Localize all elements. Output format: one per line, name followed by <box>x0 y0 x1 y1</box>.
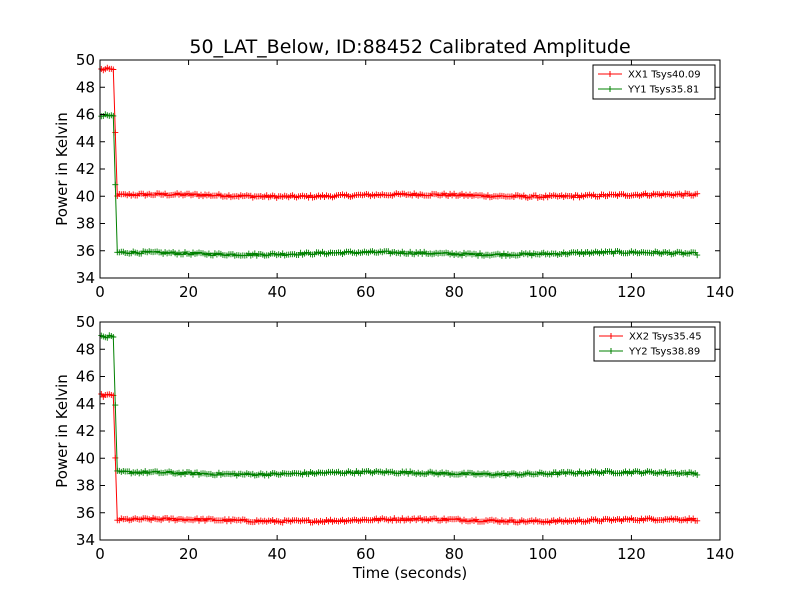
x-tick-label: 0 <box>95 283 105 301</box>
x-tick-label: 100 <box>529 545 558 563</box>
y-tick-label: 48 <box>76 340 95 358</box>
x-tick-label: 20 <box>179 283 198 301</box>
legend-box <box>592 64 716 100</box>
y-tick-label: 48 <box>76 78 95 96</box>
x-tick-label: 140 <box>706 283 735 301</box>
series-markers-1 <box>98 64 701 201</box>
x-tick-label: 40 <box>268 283 287 301</box>
y-tick-label: 42 <box>76 160 95 178</box>
y-tick-label: 40 <box>76 449 95 467</box>
legend-box <box>593 326 716 362</box>
y-tick-label: 36 <box>76 504 95 522</box>
x-tick-label: 40 <box>268 545 287 563</box>
series-markers-1 <box>98 391 701 526</box>
series-markers-2 <box>98 111 701 259</box>
legend-label-2: YY1 Tsys35.81 <box>627 85 699 96</box>
x-tick-label: 20 <box>179 545 198 563</box>
legend-marker-1 <box>608 333 614 339</box>
bottom-subplot: Power in Kelvin 0 20 40 60 80 100 120 140 34 36 38 4… <box>53 313 734 563</box>
legend-marker-2 <box>607 86 613 92</box>
legend-marker-1 <box>607 71 613 77</box>
legend-label-1: XX2 Tsys35.45 <box>629 332 702 343</box>
x-tick-label: 120 <box>617 545 646 563</box>
chart-title: 50_LAT_Below, ID:88452 Calibrated Amplit… <box>189 36 630 58</box>
x-tick-label: 80 <box>445 545 464 563</box>
legend: XX2 Tsys35.45 YY2 Tsys38.89 <box>593 326 716 362</box>
legend: XX1 Tsys40.09 YY1 Tsys35.81 <box>592 64 716 100</box>
x-tick-label: 140 <box>706 545 735 563</box>
x-tick-label: 100 <box>529 283 558 301</box>
x-tick-label: 120 <box>617 283 646 301</box>
series-markers-2 <box>98 332 701 479</box>
y-tick-label: 38 <box>76 215 95 233</box>
y-tick-label: 42 <box>76 422 95 440</box>
y-tick-label: 44 <box>76 395 95 413</box>
y-tick-label: 40 <box>76 187 95 205</box>
y-tick-label: 36 <box>76 242 95 260</box>
y-axis-label: Power in Kelvin <box>53 112 71 226</box>
y-tick-label: 34 <box>76 531 95 549</box>
legend-marker-2 <box>608 348 614 354</box>
y-tick-label: 50 <box>76 313 95 331</box>
x-axis-label: Time (seconds) <box>352 564 468 582</box>
y-axis-label: Power in Kelvin <box>53 374 71 488</box>
top-subplot: Power in Kelvin 0 20 40 60 80 100 120 140 34 36 38 4… <box>53 51 734 301</box>
y-tick-label: 46 <box>76 368 95 386</box>
y-tick-label: 46 <box>76 106 95 124</box>
y-tick-label: 50 <box>76 51 95 69</box>
y-tick-label: 38 <box>76 477 95 495</box>
legend-label-2: YY2 Tsys38.89 <box>628 347 700 358</box>
legend-label-1: XX1 Tsys40.09 <box>628 70 701 81</box>
x-tick-label: 60 <box>356 545 375 563</box>
y-tick-label: 44 <box>76 133 95 151</box>
x-tick-label: 0 <box>95 545 105 563</box>
x-tick-label: 60 <box>356 283 375 301</box>
x-tick-label: 80 <box>445 283 464 301</box>
y-tick-label: 34 <box>76 269 95 287</box>
